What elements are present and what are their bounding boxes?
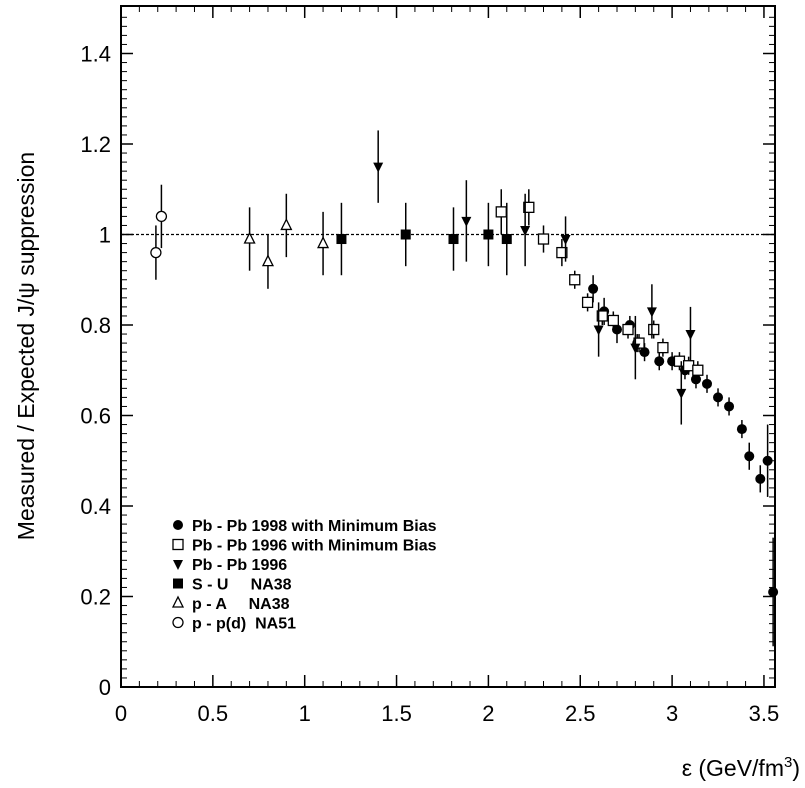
data-point xyxy=(560,235,571,246)
y-tick-label: 0.8 xyxy=(80,313,111,338)
data-point xyxy=(633,337,645,349)
data-point xyxy=(702,378,713,389)
data-points xyxy=(150,130,779,647)
data-point xyxy=(682,360,695,372)
legend-marker xyxy=(173,520,183,530)
data-point xyxy=(607,314,619,327)
y-tick-label: 1 xyxy=(99,223,111,248)
data-point xyxy=(596,310,608,322)
x-tick-label: 3 xyxy=(666,701,678,726)
data-point xyxy=(495,206,507,218)
series-1 xyxy=(495,189,704,380)
legend-marker xyxy=(171,595,185,608)
series-0 xyxy=(588,275,779,647)
series-4 xyxy=(243,193,330,289)
data-point xyxy=(657,341,669,354)
data-point xyxy=(556,246,568,259)
data-point xyxy=(593,325,604,336)
series-5 xyxy=(150,184,168,280)
x-tick-label: 1 xyxy=(299,701,311,726)
data-point xyxy=(762,455,773,466)
data-point xyxy=(676,388,687,399)
data-point xyxy=(520,225,531,236)
data-point xyxy=(280,217,293,231)
data-point xyxy=(588,283,599,294)
data-point xyxy=(768,586,779,597)
x-axis-title-tail: ) xyxy=(792,755,800,781)
data-point xyxy=(461,216,472,227)
data-point xyxy=(155,210,168,223)
legend: Pb - Pb 1998 with Minimum Bias Pb - Pb 19… xyxy=(171,518,437,633)
legend-label: Pb - Pb 1998 with Minimum Bias xyxy=(192,518,437,535)
data-point xyxy=(261,254,275,267)
x-axis: 0 0.5 1 1.5 2 2.5 3 3.5 xyxy=(115,6,779,726)
series-3 xyxy=(336,202,512,276)
series-2 xyxy=(373,130,696,425)
data-point xyxy=(317,236,330,249)
y-axis-title: Measured / Expected J/ψ suppression xyxy=(13,152,39,540)
legend-marker xyxy=(172,616,184,629)
data-point xyxy=(581,296,594,309)
y-tick-label: 0.2 xyxy=(80,585,111,610)
legend-label: Pb - Pb 1996 with Minimum Bias xyxy=(192,538,437,555)
legend-label: p - p(d) NA51 xyxy=(192,616,296,633)
x-tick-label: 2 xyxy=(482,701,494,726)
plot-frame xyxy=(120,5,776,688)
data-point xyxy=(400,229,411,240)
y-tick-label: 1.2 xyxy=(80,132,111,157)
x-tick-label: 0.5 xyxy=(198,701,229,726)
legend-marker xyxy=(172,538,184,551)
data-point xyxy=(639,347,650,358)
data-point xyxy=(744,451,755,462)
legend-marker xyxy=(173,560,183,570)
data-point xyxy=(685,330,696,341)
data-point xyxy=(724,401,735,412)
data-point xyxy=(622,323,634,336)
x-tick-label: 2.5 xyxy=(565,701,596,726)
x-tick-label: 1.5 xyxy=(381,701,412,726)
y-tick-label: 0 xyxy=(99,675,111,700)
x-tick-label: 0 xyxy=(115,701,127,726)
y-tick-label: 0.6 xyxy=(80,404,111,429)
data-point xyxy=(537,233,550,245)
data-point xyxy=(448,234,459,245)
data-point xyxy=(501,234,512,245)
data-point xyxy=(673,355,686,367)
legend-marker xyxy=(173,578,183,589)
data-point xyxy=(150,246,162,259)
data-point xyxy=(755,473,766,484)
x-axis-title-main: ε (GeV/fm xyxy=(682,755,784,781)
data-point xyxy=(373,162,384,173)
y-axis: 0 0.2 0.4 0.6 0.8 1 1.2 1.4 xyxy=(80,16,775,700)
data-point xyxy=(713,392,724,403)
legend-label: Pb - Pb 1996 xyxy=(192,557,287,574)
data-point xyxy=(736,424,747,435)
data-point xyxy=(611,324,622,335)
data-point xyxy=(483,229,494,240)
x-axis-title-sup: 3 xyxy=(784,754,792,771)
legend-label: S - U NA38 xyxy=(192,577,292,594)
y-tick-label: 0.4 xyxy=(80,494,111,519)
data-point xyxy=(336,234,347,245)
data-point xyxy=(630,343,641,354)
data-point xyxy=(654,356,665,367)
data-point xyxy=(569,274,581,286)
x-tick-label: 3.5 xyxy=(749,701,780,726)
y-tick-label: 1.4 xyxy=(80,42,111,67)
data-point xyxy=(692,364,704,376)
data-point xyxy=(648,323,660,336)
data-point xyxy=(243,231,256,244)
x-axis-title: ε (GeV/fm3) xyxy=(682,754,800,781)
data-point xyxy=(646,307,657,318)
data-point xyxy=(523,201,535,214)
legend-label: p - A NA38 xyxy=(192,596,290,613)
